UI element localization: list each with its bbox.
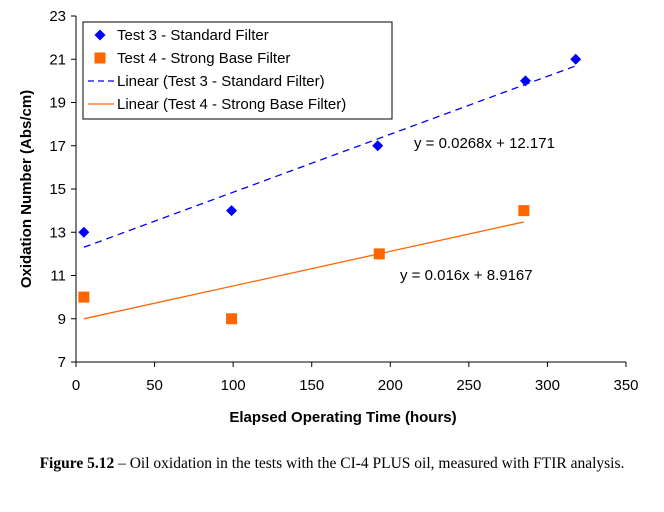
legend-label: Test 3 - Standard Filter — [117, 27, 269, 44]
data-point — [78, 291, 90, 303]
y-tick-label: 11 — [50, 268, 66, 285]
legend: Test 3 - Standard Filter Test 4 - Strong … — [82, 21, 393, 120]
figure-caption: Figure 5.12 – Oil oxidation in the tests… — [0, 448, 664, 479]
data-point — [372, 140, 384, 152]
legend-symbol — [94, 29, 106, 41]
legend-box — [82, 21, 393, 120]
y-tick-label: 23 — [49, 8, 66, 25]
trendlines — [83, 65, 576, 320]
chart: 7 9 11 13 15 17 19 21 23 0 50 100 150 200 250 300 350 Ela… — [18, 8, 639, 426]
x-tick-label: 100 — [221, 377, 246, 394]
equation-label: y = 0.0268x + 12.171 — [414, 135, 555, 152]
equation-label: y = 0.016x + 8.9167 — [400, 267, 533, 284]
data-point — [519, 75, 531, 87]
trendline-equations: y = 0.0268x + 12.171 y = 0.016x + 8.9167 — [400, 135, 555, 284]
x-axis-title: Elapsed Operating Time (hours) — [229, 409, 456, 426]
y-tick-label: 21 — [49, 51, 66, 68]
x-tick-label: 0 — [72, 377, 80, 394]
legend-label: Linear (Test 4 - Strong Base Filter) — [117, 96, 346, 113]
data-point — [518, 205, 530, 217]
x-tick-label: 300 — [535, 377, 560, 394]
axes: 7 9 11 13 15 17 19 21 23 0 50 100 150 200 250 300 350 Ela… — [18, 8, 639, 426]
data-point — [226, 313, 238, 325]
data-point — [226, 205, 238, 217]
legend-label: Test 4 - Strong Base Filter — [117, 50, 290, 67]
x-tick-label: 250 — [456, 377, 481, 394]
x-tick-label: 350 — [613, 377, 638, 394]
data-point — [78, 226, 90, 238]
y-axis-title: Oxidation Number (Abs/cm) — [18, 90, 35, 288]
y-tick-label: 9 — [58, 311, 66, 328]
trendline — [83, 221, 524, 320]
data-points — [78, 53, 582, 325]
caption-dash: – — [114, 455, 130, 472]
y-tick-label: 17 — [49, 138, 66, 155]
y-tick-label: 13 — [49, 224, 66, 241]
x-tick-label: 150 — [299, 377, 324, 394]
x-tick-label: 50 — [146, 377, 163, 394]
data-point — [570, 53, 582, 65]
caption-text: Oil oxidation in the tests with the CI-4… — [129, 455, 625, 472]
y-tick-label: 15 — [49, 181, 66, 198]
legend-symbol — [94, 52, 106, 64]
x-tick-label: 200 — [378, 377, 403, 394]
trendline — [83, 65, 576, 248]
y-tick-label: 7 — [58, 354, 66, 371]
data-point — [373, 248, 385, 260]
y-tick-label: 19 — [49, 95, 66, 112]
figure-label: Figure 5.12 — [39, 455, 115, 472]
legend-label: Linear (Test 3 - Standard Filter) — [117, 73, 325, 90]
